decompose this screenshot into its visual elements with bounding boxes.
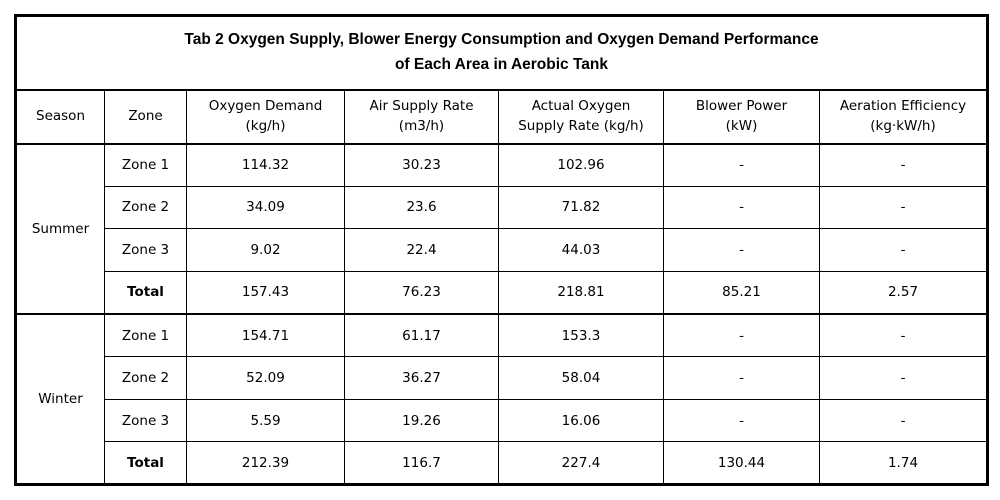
cell-blower-power: - (663, 313, 820, 358)
table-header-row: Season Zone Oxygen Demand (kg/h) Air Sup… (15, 89, 988, 145)
cell-blower-power: 85.21 (663, 270, 820, 315)
cell-blower-power: - (663, 398, 820, 443)
cell-aeration-efficiency: - (819, 143, 988, 187)
cell-aeration-efficiency: 2.57 (819, 270, 988, 315)
table-row: Zone 3 9.02 22.4 44.03 - - (16, 228, 988, 272)
table-row: Zone 3 5.59 19.26 16.06 - - (16, 398, 988, 443)
season-cell-summer: Summer (15, 143, 105, 315)
table-title-row: Tab 2 Oxygen Supply, Blower Energy Consu… (15, 15, 988, 91)
cell-aeration-efficiency: 1.74 (819, 441, 988, 485)
cell-air-supply-rate: 76.23 (344, 270, 499, 315)
column-header-actual-oxygen-supply-rate: Actual Oxygen Supply Rate (kg/h) (498, 89, 664, 145)
cell-actual-oxygen-supply-rate: 102.96 (498, 143, 664, 187)
column-header-zone: Zone (104, 89, 187, 145)
cell-air-supply-rate: 22.4 (344, 228, 499, 272)
column-header-air-supply-rate: Air Supply Rate (m3/h) (344, 89, 499, 145)
cell-air-supply-rate: 23.6 (344, 185, 499, 230)
zone-cell-total: Total (104, 441, 187, 485)
table-row: Winter Zone 1 154.71 61.17 153.3 - - (15, 313, 988, 485)
oxygen-supply-table: Tab 2 Oxygen Supply, Blower Energy Consu… (14, 14, 989, 486)
zone-cell-total: Total (104, 270, 187, 315)
cell-actual-oxygen-supply-rate: 71.82 (498, 185, 664, 230)
table-row: Zone 2 52.09 36.27 58.04 - - (16, 356, 988, 400)
cell-oxygen-demand: 34.09 (186, 185, 345, 230)
season-cell-winter: Winter (15, 313, 105, 485)
cell-air-supply-rate: 19.26 (344, 398, 499, 443)
column-header-oxygen-demand: Oxygen Demand (kg/h) (186, 89, 345, 145)
cell-air-supply-rate: 116.7 (344, 441, 499, 485)
cell-actual-oxygen-supply-rate: 153.3 (498, 313, 664, 358)
cell-actual-oxygen-supply-rate: 58.04 (498, 356, 664, 400)
zone-cell: Zone 1 (104, 313, 187, 358)
column-header-blower-power: Blower Power (kW) (663, 89, 820, 145)
table-title: Tab 2 Oxygen Supply, Blower Energy Consu… (15, 15, 988, 91)
cell-aeration-efficiency: - (819, 398, 988, 443)
zone-cell: Zone 2 (104, 356, 187, 400)
table-row: Zone 2 34.09 23.6 71.82 - - (16, 185, 988, 230)
table-container: Tab 2 Oxygen Supply, Blower Energy Consu… (14, 14, 989, 486)
cell-air-supply-rate: 61.17 (344, 313, 499, 358)
cell-air-supply-rate: 30.23 (344, 143, 499, 187)
cell-oxygen-demand: 114.32 (186, 143, 345, 187)
cell-blower-power: 130.44 (663, 441, 820, 485)
cell-blower-power: - (663, 356, 820, 400)
table-row-total: Total 157.43 76.23 218.81 85.21 2.57 (16, 270, 988, 315)
cell-aeration-efficiency: - (819, 313, 988, 358)
cell-actual-oxygen-supply-rate: 16.06 (498, 398, 664, 443)
zone-cell: Zone 3 (104, 398, 187, 443)
column-header-aeration-efficiency: Aeration Efficiency (kg·kW/h) (819, 89, 988, 145)
cell-aeration-efficiency: - (819, 185, 988, 230)
cell-oxygen-demand: 9.02 (186, 228, 345, 272)
zone-cell: Zone 3 (104, 228, 187, 272)
cell-actual-oxygen-supply-rate: 227.4 (498, 441, 664, 485)
table-row-total: Total 212.39 116.7 227.4 130.44 1.74 (16, 441, 988, 485)
cell-oxygen-demand: 5.59 (186, 398, 345, 443)
cell-aeration-efficiency: - (819, 356, 988, 400)
zone-cell: Zone 1 (104, 143, 187, 187)
table-row: Summer Zone 1 114.32 30.23 102.96 - - (15, 143, 988, 315)
cell-blower-power: - (663, 185, 820, 230)
cell-actual-oxygen-supply-rate: 44.03 (498, 228, 664, 272)
column-header-season: Season (15, 89, 105, 145)
zone-cell: Zone 2 (104, 185, 187, 230)
cell-oxygen-demand: 212.39 (186, 441, 345, 485)
cell-oxygen-demand: 157.43 (186, 270, 345, 315)
cell-aeration-efficiency: - (819, 228, 988, 272)
cell-air-supply-rate: 36.27 (344, 356, 499, 400)
cell-oxygen-demand: 154.71 (186, 313, 345, 358)
cell-blower-power: - (663, 228, 820, 272)
cell-blower-power: - (663, 143, 820, 187)
cell-actual-oxygen-supply-rate: 218.81 (498, 270, 664, 315)
cell-oxygen-demand: 52.09 (186, 356, 345, 400)
